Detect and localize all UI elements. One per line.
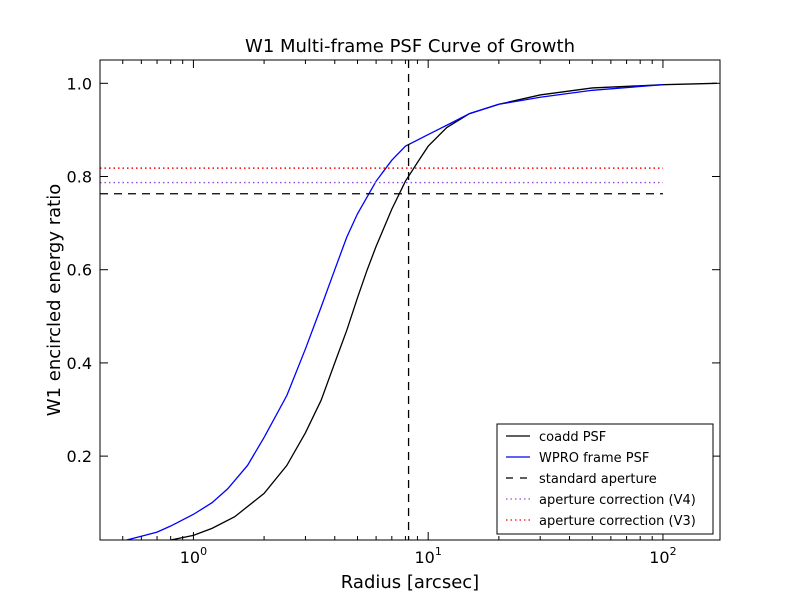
- x-tick-label: 100: [180, 545, 207, 567]
- legend-label: standard aperture: [539, 472, 657, 487]
- legend-label: aperture correction (V3): [539, 514, 696, 529]
- legend-label: aperture correction (V4): [539, 493, 696, 508]
- y-tick-label: 0.4: [67, 354, 92, 373]
- y-axis-title: W1 encircled energy ratio: [44, 184, 65, 416]
- axes-frame: [99, 59, 721, 541]
- legend-label: coadd PSF: [539, 430, 606, 445]
- x-axis-title: Radius [arcsec]: [341, 572, 479, 593]
- y-tick-label: 1.0: [67, 74, 92, 93]
- legend-box: [496, 423, 714, 535]
- legend-label: WPRO frame PSF: [539, 451, 649, 466]
- y-tick-label: 0.2: [67, 447, 92, 466]
- y-tick-label: 0.8: [67, 168, 92, 187]
- series-line-wpro-frame-psf: [126, 84, 663, 540]
- x-tick-label: 101: [415, 545, 442, 567]
- legend: coadd PSF WPRO frame PSF standard aperture…: [496, 423, 714, 535]
- chart-title: W1 Multi-frame PSF Curve of Growth: [245, 36, 575, 57]
- y-tick-label: 0.6: [67, 261, 92, 280]
- x-tick-label: 102: [649, 545, 676, 567]
- plot-area: 0.2 0.4 0.6 0.8 1.0 100 101 102 W1 Multi-frame P…: [44, 36, 721, 593]
- series-group: [100, 60, 718, 540]
